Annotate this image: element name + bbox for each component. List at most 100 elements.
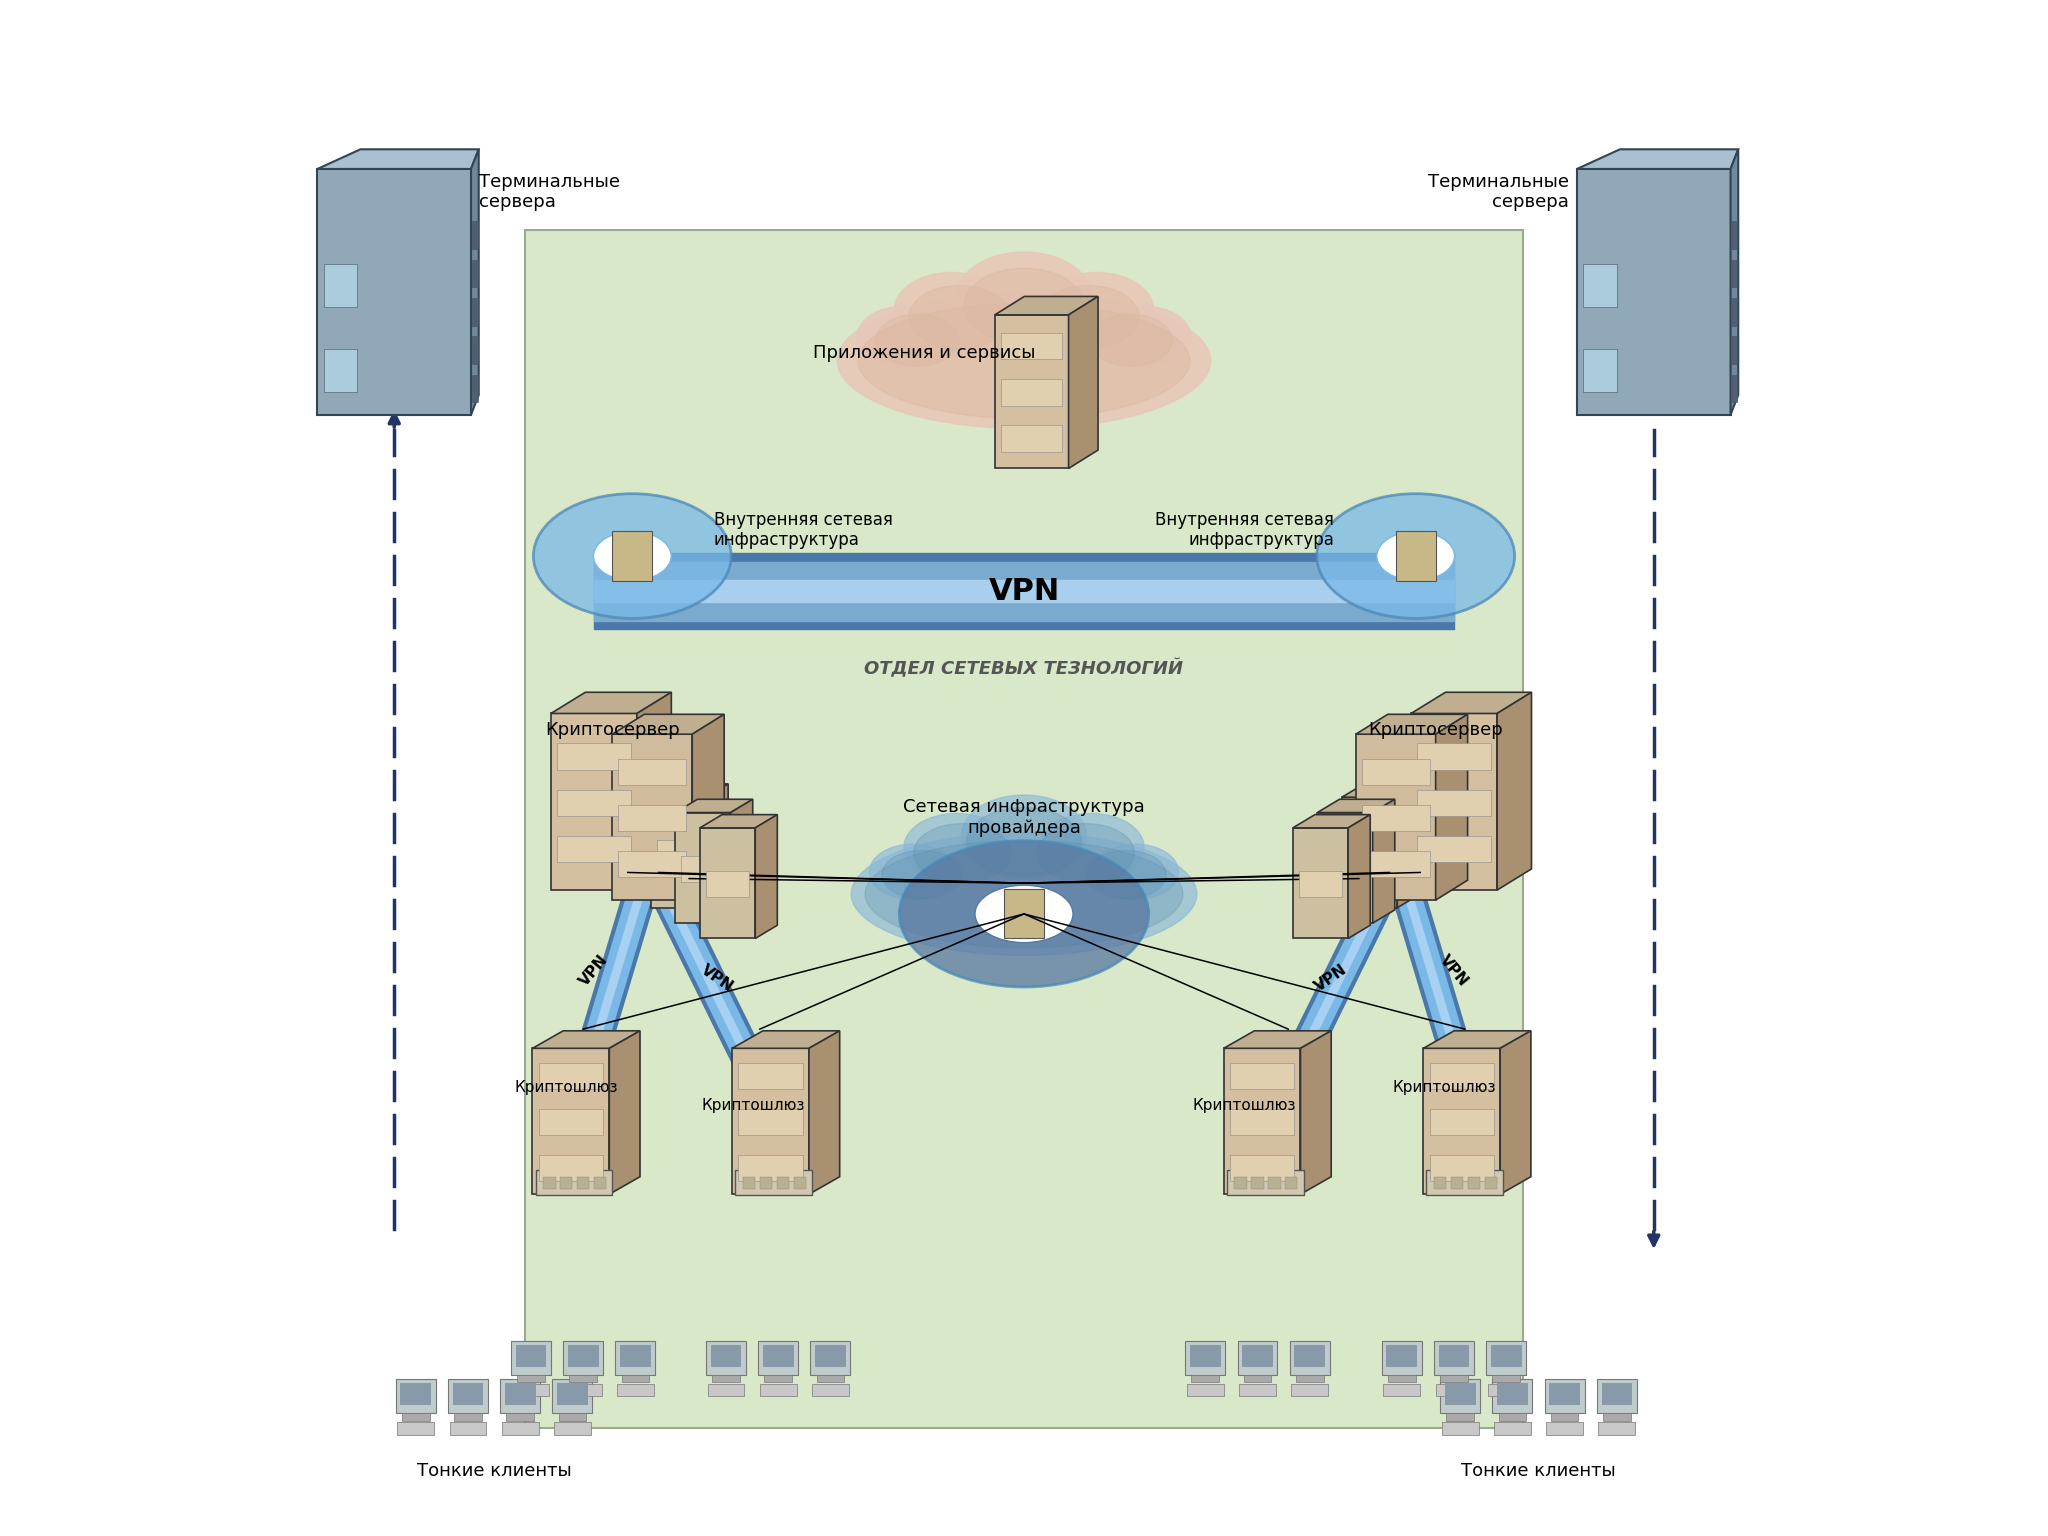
FancyBboxPatch shape (563, 1341, 602, 1375)
FancyBboxPatch shape (618, 759, 686, 785)
Polygon shape (532, 1031, 639, 1048)
FancyBboxPatch shape (1294, 1346, 1325, 1367)
FancyBboxPatch shape (1487, 1341, 1526, 1375)
FancyBboxPatch shape (1192, 1375, 1219, 1382)
Polygon shape (1317, 813, 1372, 923)
FancyBboxPatch shape (557, 743, 631, 770)
FancyBboxPatch shape (1438, 1346, 1470, 1367)
FancyBboxPatch shape (504, 1384, 535, 1405)
Polygon shape (1356, 714, 1468, 734)
Text: Тонкие клиенты: Тонкие клиенты (1460, 1462, 1616, 1481)
FancyBboxPatch shape (1239, 1384, 1276, 1396)
Polygon shape (1069, 296, 1098, 468)
Polygon shape (532, 1048, 610, 1195)
FancyBboxPatch shape (1001, 379, 1063, 406)
FancyBboxPatch shape (516, 1346, 547, 1367)
Polygon shape (809, 1031, 840, 1195)
Ellipse shape (909, 286, 1010, 349)
FancyBboxPatch shape (565, 1384, 602, 1396)
FancyBboxPatch shape (1001, 425, 1063, 452)
FancyBboxPatch shape (1323, 856, 1366, 882)
FancyBboxPatch shape (1229, 1109, 1294, 1135)
FancyBboxPatch shape (1417, 790, 1491, 816)
FancyBboxPatch shape (471, 336, 477, 364)
FancyBboxPatch shape (1362, 851, 1430, 877)
FancyBboxPatch shape (395, 1379, 436, 1413)
Polygon shape (676, 799, 754, 813)
FancyBboxPatch shape (811, 1384, 848, 1396)
Text: VPN: VPN (1313, 962, 1350, 995)
FancyBboxPatch shape (1188, 1384, 1225, 1396)
FancyBboxPatch shape (1442, 1422, 1479, 1435)
FancyBboxPatch shape (1731, 298, 1737, 326)
Polygon shape (1317, 799, 1395, 813)
FancyBboxPatch shape (559, 1413, 586, 1421)
FancyBboxPatch shape (1497, 1384, 1528, 1405)
FancyBboxPatch shape (561, 1177, 573, 1189)
FancyBboxPatch shape (1444, 1384, 1475, 1405)
FancyBboxPatch shape (1731, 375, 1737, 402)
Polygon shape (700, 828, 756, 938)
FancyBboxPatch shape (1485, 1177, 1497, 1189)
FancyBboxPatch shape (682, 856, 725, 882)
Text: Приложения и сервисы: Приложения и сервисы (813, 344, 1036, 362)
Polygon shape (610, 1031, 639, 1195)
Polygon shape (1225, 1031, 1331, 1048)
FancyBboxPatch shape (451, 1422, 487, 1435)
Ellipse shape (899, 840, 1149, 988)
FancyBboxPatch shape (1602, 1384, 1632, 1405)
Polygon shape (651, 783, 729, 797)
FancyBboxPatch shape (623, 1375, 649, 1382)
Ellipse shape (864, 840, 1184, 948)
Text: Тонкие клиенты: Тонкие клиенты (416, 1462, 571, 1481)
FancyBboxPatch shape (1446, 1413, 1475, 1421)
Ellipse shape (1036, 823, 1135, 883)
FancyBboxPatch shape (543, 1177, 555, 1189)
Polygon shape (676, 813, 731, 923)
FancyBboxPatch shape (1243, 1375, 1272, 1382)
FancyBboxPatch shape (621, 1346, 651, 1367)
Ellipse shape (856, 306, 950, 367)
FancyBboxPatch shape (1597, 1422, 1634, 1435)
FancyBboxPatch shape (1292, 1384, 1329, 1396)
Ellipse shape (1090, 315, 1171, 366)
Ellipse shape (965, 269, 1083, 343)
FancyBboxPatch shape (449, 1379, 487, 1413)
FancyBboxPatch shape (324, 264, 356, 307)
Ellipse shape (1040, 272, 1153, 347)
Polygon shape (1436, 714, 1468, 900)
Text: Терминальные
сервера: Терминальные сервера (479, 172, 621, 212)
Ellipse shape (956, 252, 1092, 339)
FancyBboxPatch shape (657, 840, 700, 866)
FancyBboxPatch shape (811, 1341, 850, 1375)
FancyBboxPatch shape (471, 298, 477, 326)
Text: VPN: VPN (698, 962, 735, 995)
FancyBboxPatch shape (1001, 333, 1063, 359)
FancyBboxPatch shape (1450, 1177, 1462, 1189)
FancyBboxPatch shape (397, 1422, 434, 1435)
Polygon shape (700, 814, 778, 828)
FancyBboxPatch shape (616, 1384, 653, 1396)
Polygon shape (1577, 169, 1731, 415)
Text: Сетевая инфраструктура
провайдера: Сетевая инфраструктура провайдера (903, 797, 1145, 837)
Text: Криптосервер: Криптосервер (545, 720, 680, 739)
Polygon shape (1341, 783, 1419, 797)
Text: Криптосервер: Криптосервер (1368, 720, 1503, 739)
Text: Терминальные
сервера: Терминальные сервера (1427, 172, 1569, 212)
FancyBboxPatch shape (618, 805, 686, 831)
Text: Криптошлюз: Криптошлюз (1192, 1098, 1296, 1114)
FancyBboxPatch shape (1362, 805, 1430, 831)
FancyBboxPatch shape (1227, 1170, 1305, 1195)
Polygon shape (707, 783, 729, 908)
FancyBboxPatch shape (455, 1413, 481, 1421)
FancyBboxPatch shape (1190, 1346, 1221, 1367)
Polygon shape (1356, 734, 1436, 900)
FancyBboxPatch shape (743, 1177, 756, 1189)
Text: Криптошлюз: Криптошлюз (700, 1098, 805, 1114)
FancyBboxPatch shape (1186, 1341, 1225, 1375)
FancyBboxPatch shape (1550, 1413, 1579, 1421)
FancyBboxPatch shape (737, 1155, 803, 1181)
FancyBboxPatch shape (1468, 1177, 1481, 1189)
FancyBboxPatch shape (1544, 1379, 1585, 1413)
Polygon shape (733, 1031, 840, 1048)
